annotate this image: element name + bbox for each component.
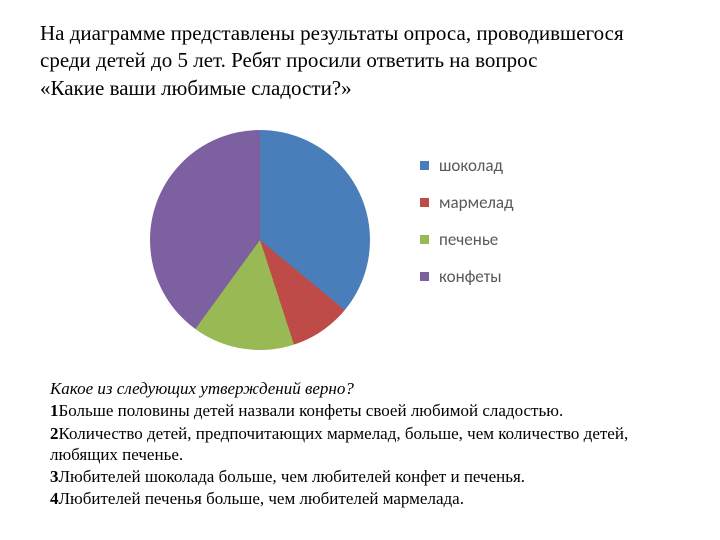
- intro-line1: На диаграмме представлены результаты опр…: [40, 21, 624, 45]
- option: 4Любителей печенья больше, чем любителей…: [50, 488, 680, 509]
- legend: шоколад мармелад печенье конфеты: [420, 155, 514, 303]
- pie-wrap: [150, 130, 370, 350]
- intro-line3: «Какие ваши любимые сладости?»: [40, 76, 352, 100]
- legend-label: мармелад: [439, 192, 514, 213]
- legend-row: шоколад: [420, 155, 514, 176]
- legend-label: шоколад: [439, 155, 503, 176]
- legend-swatch: [420, 161, 429, 170]
- pie-chart: шоколад мармелад печенье конфеты: [140, 120, 580, 360]
- option: 2Количество детей, предпочитающих мармел…: [50, 423, 680, 466]
- question-block: Какое из следующих утверждений верно? 1Б…: [50, 378, 680, 510]
- option-number: 2: [50, 424, 59, 443]
- legend-swatch: [420, 272, 429, 281]
- option: 3Любителей шоколада больше, чем любителе…: [50, 466, 680, 487]
- legend-row: печенье: [420, 229, 514, 250]
- option-number: 3: [50, 467, 59, 486]
- option: 1Больше половины детей назвали конфеты с…: [50, 400, 680, 421]
- legend-row: конфеты: [420, 266, 514, 287]
- legend-row: мармелад: [420, 192, 514, 213]
- intro-text: На диаграмме представлены результаты опр…: [40, 20, 680, 102]
- option-number: 1: [50, 401, 59, 420]
- legend-swatch: [420, 198, 429, 207]
- option-text: Больше половины детей назвали конфеты св…: [59, 401, 564, 420]
- option-text: Любителей шоколада больше, чем любителей…: [59, 467, 526, 486]
- option-number: 4: [50, 489, 59, 508]
- legend-label: конфеты: [439, 266, 502, 287]
- pie-graphic: [150, 130, 370, 350]
- intro-line2: среди детей до 5 лет. Ребят просили отве…: [40, 48, 537, 72]
- options-list: 1Больше половины детей назвали конфеты с…: [50, 400, 680, 509]
- question-title: Какое из следующих утверждений верно?: [50, 378, 680, 399]
- legend-label: печенье: [439, 229, 498, 250]
- legend-swatch: [420, 235, 429, 244]
- option-text: Любителей печенья больше, чем любителей …: [59, 489, 464, 508]
- option-text: Количество детей, предпочитающих мармела…: [50, 424, 628, 464]
